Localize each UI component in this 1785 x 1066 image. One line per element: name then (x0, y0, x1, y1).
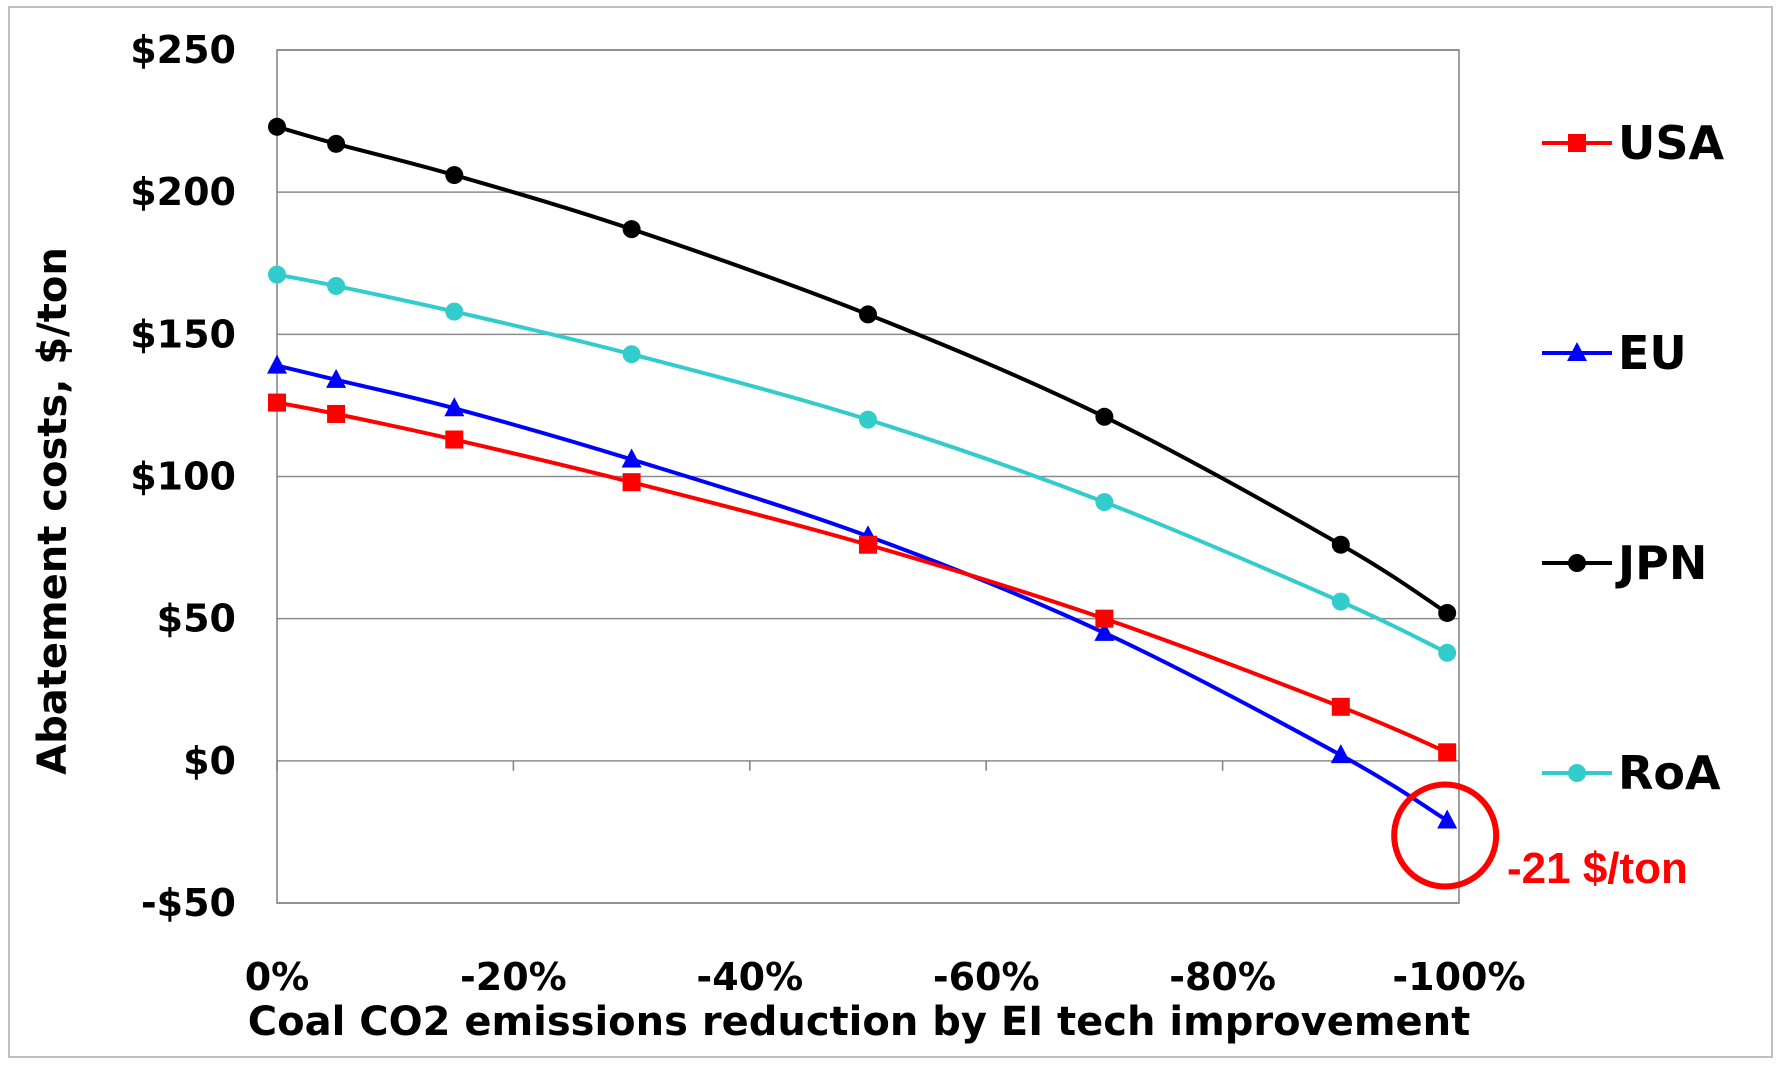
callout-label: -21 $/ton (1507, 844, 1688, 893)
x-tick-label: -20% (460, 955, 567, 999)
annotation: -21 $/ton (1391, 781, 1688, 893)
plot-area (276, 49, 1460, 904)
x-tick-label: -80% (1169, 955, 1276, 999)
data-point-usa (1331, 697, 1350, 716)
legend-marker (1567, 342, 1587, 361)
legend-item-eu: EU (1542, 326, 1687, 380)
data-point-usa (445, 430, 464, 449)
data-point-jpn (859, 305, 877, 324)
data-point-roa (1438, 643, 1457, 662)
series-jpn (268, 117, 1457, 622)
series-line-roa (276, 272, 1449, 655)
series-line-jpn (276, 124, 1449, 615)
x-tick-label: 0% (245, 955, 310, 999)
series-group (267, 117, 1458, 829)
y-tick-label: -$50 (141, 881, 236, 925)
data-point-eu (621, 448, 642, 468)
data-point-eu (1330, 744, 1351, 764)
data-point-jpn (268, 117, 286, 136)
legend-label: RoA (1618, 746, 1721, 800)
y-tick-label: $150 (130, 312, 236, 356)
legend-item-jpn: JPN (1542, 536, 1707, 590)
y-tick-label: $0 (183, 739, 236, 783)
legend-marker (1568, 554, 1586, 572)
data-point-roa (268, 265, 286, 284)
data-point-jpn (1438, 603, 1457, 622)
callout-circle (1391, 781, 1500, 890)
data-point-roa (327, 276, 346, 295)
series-line-eu (276, 363, 1449, 823)
data-point-jpn (445, 166, 464, 185)
legend-label: EU (1618, 326, 1687, 380)
data-point-roa (859, 410, 877, 429)
legend-item-roa: RoA (1542, 746, 1721, 800)
data-point-usa (327, 404, 346, 423)
y-tick-label: $50 (157, 597, 236, 641)
legend-label: JPN (1615, 536, 1707, 590)
data-point-eu (444, 397, 465, 417)
data-point-usa (1095, 609, 1114, 628)
x-tick-label: -40% (696, 955, 803, 999)
data-point-eu (267, 354, 287, 374)
data-point-jpn (622, 220, 641, 239)
data-point-roa (1331, 592, 1350, 611)
series-usa (268, 393, 1457, 762)
x-tick-label: -60% (933, 955, 1040, 999)
data-point-usa (622, 473, 641, 492)
legend-marker (1568, 134, 1586, 152)
data-point-roa (445, 302, 464, 321)
x-axis-ticks: 0% -20% -40% -60% -80% -100% (245, 760, 1526, 999)
data-point-eu (1094, 621, 1115, 641)
y-tick-label: $250 (130, 28, 236, 72)
legend: USA EU JPN RoA (1542, 116, 1724, 800)
legend-marker (1568, 764, 1586, 782)
data-point-usa (1438, 743, 1457, 762)
data-point-roa (622, 345, 641, 364)
data-point-jpn (1331, 535, 1350, 554)
y-axis-title: Abatement costs, $/ton (30, 247, 76, 775)
data-point-eu (326, 368, 347, 388)
series-roa (268, 265, 1457, 662)
y-tick-label: $100 (130, 455, 236, 499)
data-point-jpn (327, 134, 346, 153)
data-point-eu (1437, 809, 1458, 829)
chart-frame (8, 6, 1773, 1058)
y-tick-label: $200 (130, 170, 236, 214)
data-point-jpn (1095, 407, 1114, 426)
data-point-usa (268, 393, 286, 412)
series-eu (267, 354, 1458, 829)
legend-item-usa: USA (1542, 116, 1724, 170)
data-point-usa (859, 535, 877, 554)
x-tick-label: -100% (1392, 955, 1525, 999)
y-axis-ticks: $250 $200 $150 $100 $50 $0 -$50 (130, 28, 236, 925)
data-point-roa (1095, 493, 1114, 512)
x-axis-title: Coal CO2 emissions reduction by EI tech … (248, 999, 1470, 1045)
legend-label: USA (1618, 116, 1724, 170)
series-line-usa (276, 400, 1448, 755)
